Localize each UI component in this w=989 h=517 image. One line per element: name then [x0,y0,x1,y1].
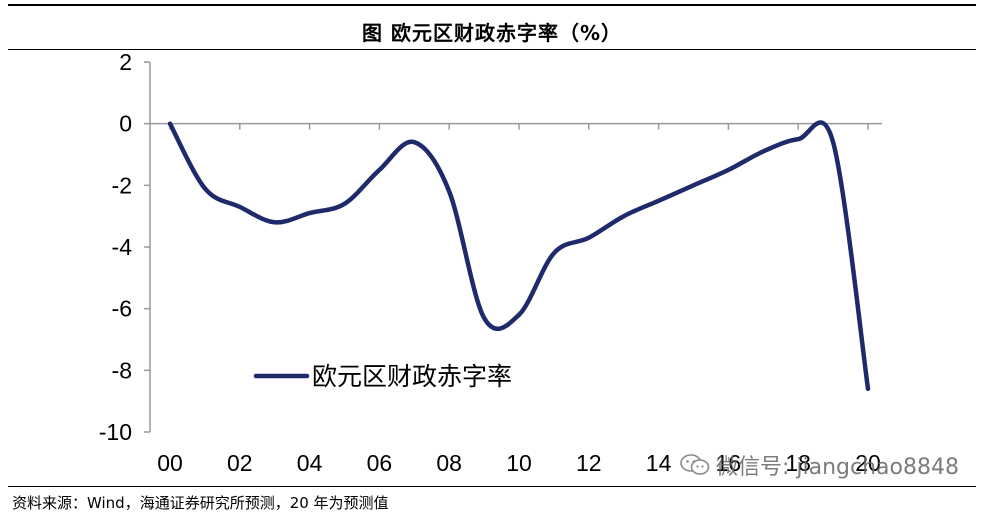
y-tick-label: -8 [112,357,132,383]
chart-legend: 欧元区财政赤字率 [253,362,512,391]
y-tick-label: 2 [119,49,132,75]
source-note: 资料来源：Wind，海通证券研究所预测，20 年为预测值 [12,494,389,512]
y-tick-label: -6 [112,296,132,322]
x-tick-label: 06 [367,450,393,476]
watermark: 微信号: jiangchao8848 [680,449,959,481]
x-tick-label: 14 [646,450,672,476]
chart-title: 图 欧元区财政赤字率（%） [361,21,622,45]
series-line [167,120,871,392]
wechat-icon [680,454,710,475]
y-tick-label: -2 [112,172,132,198]
x-tick-label: 12 [576,450,602,476]
x-tick-label: 16 [716,450,742,476]
chart-series [167,120,871,392]
watermark-text: 微信号: jiangchao8848 [716,455,959,480]
y-tick-label: 0 [119,111,132,137]
y-tick-label: -4 [112,234,133,260]
x-tick-label: 18 [785,450,811,476]
y-tick-label: -10 [99,419,132,445]
legend-label: 欧元区财政赤字率 [312,362,512,391]
x-tick-label: 04 [297,450,323,476]
x-tick-label: 20 [855,450,881,476]
chart-title-bar: 图 欧元区财政赤字率（%） [8,4,976,50]
footer: 资料来源：Wind，海通证券研究所预测，20 年为预测值 [8,486,976,516]
x-tick-label: 00 [157,450,183,476]
x-tick-label: 10 [506,450,532,476]
x-tick-label: 08 [436,450,462,476]
x-tick-label: 02 [227,450,253,476]
